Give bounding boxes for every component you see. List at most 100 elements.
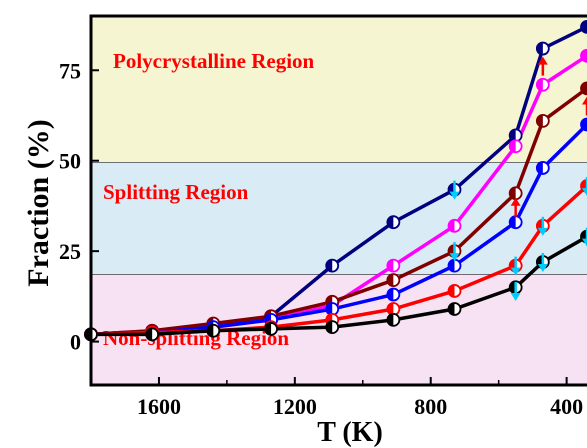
data-point bbox=[508, 215, 523, 230]
data-point bbox=[386, 273, 401, 287]
data-point bbox=[535, 114, 550, 128]
arrow-head bbox=[582, 238, 587, 247]
data-point bbox=[535, 161, 550, 175]
point-half-fill bbox=[581, 118, 587, 131]
point-half-fill bbox=[387, 274, 394, 287]
data-point bbox=[535, 77, 550, 92]
x-axis-ticks: 1600 1200 800 400 bbox=[90, 377, 583, 419]
data-point bbox=[386, 258, 401, 273]
down-arrow-icon bbox=[582, 227, 587, 247]
data-point bbox=[447, 258, 462, 273]
arrow-head bbox=[537, 227, 548, 236]
arrow-head bbox=[510, 197, 521, 206]
data-point bbox=[580, 81, 587, 96]
series-line bbox=[91, 235, 587, 337]
series-line bbox=[90, 86, 587, 337]
y-tick-label: 0 bbox=[70, 330, 81, 355]
point-half-fill bbox=[207, 324, 214, 337]
up-arrow-icon bbox=[510, 197, 521, 217]
x-axis-label: T (K) bbox=[317, 417, 383, 448]
point-half-fill bbox=[581, 49, 587, 62]
series-lines bbox=[90, 25, 587, 337]
point-half-fill bbox=[448, 219, 455, 232]
data-point bbox=[447, 218, 462, 233]
point-half-fill bbox=[536, 161, 543, 174]
arrow-head bbox=[449, 191, 460, 200]
x-tick-label: 1600 bbox=[137, 394, 181, 419]
region-label: Splitting Region bbox=[103, 180, 249, 204]
data-point bbox=[447, 284, 462, 298]
x-tick-label: 400 bbox=[550, 394, 583, 419]
arrow-markers bbox=[449, 56, 587, 301]
data-point bbox=[386, 215, 401, 230]
point-half-fill bbox=[509, 129, 516, 142]
data-point bbox=[325, 258, 340, 273]
data-point bbox=[145, 327, 160, 342]
point-half-fill bbox=[448, 303, 455, 316]
down-arrow-icon bbox=[510, 281, 521, 301]
data-point bbox=[580, 48, 587, 63]
arrow-head bbox=[449, 253, 460, 262]
y-axis-ticks: 0 25 50 75 bbox=[59, 58, 99, 355]
point-half-fill bbox=[448, 259, 455, 272]
point-half-fill bbox=[387, 303, 394, 316]
point-half-fill bbox=[536, 42, 543, 55]
region-label: Polycrystalline Region bbox=[113, 49, 315, 73]
y-tick-label: 75 bbox=[59, 58, 81, 83]
point-half-fill bbox=[448, 284, 455, 297]
data-point bbox=[206, 323, 221, 338]
data-point bbox=[386, 287, 401, 302]
point-half-fill bbox=[387, 313, 394, 326]
down-arrow-icon bbox=[537, 253, 548, 272]
data-point bbox=[447, 302, 462, 316]
x-tick-label: 1200 bbox=[273, 394, 317, 419]
data-point bbox=[325, 320, 340, 335]
point-half-fill bbox=[265, 322, 272, 335]
point-half-fill bbox=[387, 216, 394, 229]
arrow-head bbox=[510, 292, 521, 301]
series-line bbox=[90, 123, 587, 337]
point-half-fill bbox=[509, 187, 516, 200]
y-tick-label: 25 bbox=[59, 239, 81, 264]
region-band bbox=[91, 16, 587, 163]
data-point bbox=[535, 41, 550, 56]
point-half-fill bbox=[509, 281, 516, 294]
down-arrow-icon bbox=[510, 256, 521, 276]
region-band bbox=[91, 162, 587, 275]
point-half-fill bbox=[387, 259, 394, 272]
x-tick-label: 800 bbox=[414, 394, 447, 419]
data-point bbox=[508, 128, 523, 143]
data-point bbox=[508, 186, 523, 201]
data-point bbox=[508, 139, 523, 154]
point-half-fill bbox=[326, 303, 333, 316]
point-half-fill bbox=[581, 20, 587, 33]
arrow-head bbox=[537, 56, 548, 65]
arrow-head bbox=[582, 188, 587, 197]
point-half-fill bbox=[509, 140, 516, 153]
arrow-head bbox=[510, 267, 521, 276]
data-point bbox=[580, 19, 587, 34]
up-arrow-icon bbox=[537, 56, 548, 76]
down-arrow-icon bbox=[449, 242, 460, 262]
point-half-fill bbox=[326, 321, 333, 334]
point-half-fill bbox=[509, 216, 516, 229]
point-half-fill bbox=[387, 288, 394, 301]
series-points bbox=[84, 19, 587, 342]
y-axis-label: Fraction (%) bbox=[22, 119, 55, 286]
y-tick-label: 50 bbox=[59, 149, 81, 174]
arrow-head bbox=[582, 96, 587, 105]
plot-frame bbox=[89, 14, 587, 387]
down-arrow-icon bbox=[582, 177, 587, 197]
point-half-fill bbox=[536, 114, 543, 127]
point-half-fill bbox=[536, 78, 543, 91]
data-point bbox=[580, 117, 587, 132]
up-arrow-icon bbox=[582, 96, 587, 116]
point-half-fill bbox=[146, 328, 153, 341]
arrow-head bbox=[537, 264, 548, 272]
data-point bbox=[386, 312, 401, 327]
point-half-fill bbox=[326, 259, 333, 272]
point-half-fill bbox=[581, 82, 587, 95]
data-point bbox=[386, 302, 401, 316]
data-point bbox=[264, 322, 278, 336]
